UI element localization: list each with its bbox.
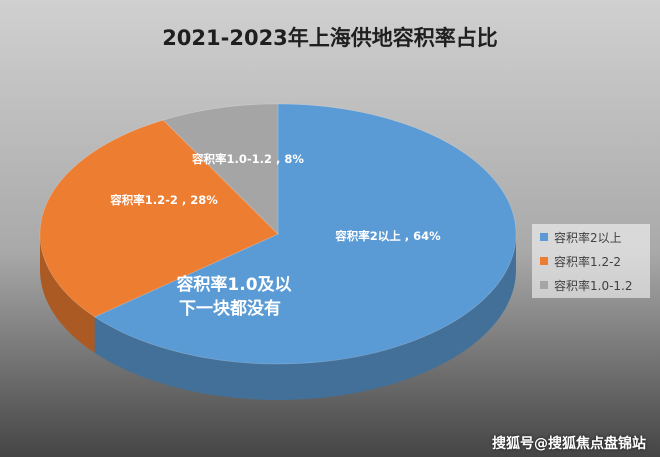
legend-item-3: 容积率1.0-1.2 xyxy=(540,274,650,296)
data-label-1: 容积率2以上 , 64% xyxy=(334,229,441,243)
pie-slice-side-1 xyxy=(94,234,516,401)
annotation-line-2: 下一块都没有 xyxy=(179,298,281,319)
annotation-line-1: 容积率1.0及以 xyxy=(176,274,291,295)
pie-slice-1 xyxy=(93,103,517,365)
watermark: 搜狐号@搜狐焦点盘锦站 xyxy=(492,436,646,452)
legend-item-2: 容积率1.2-2 xyxy=(540,250,650,272)
chart-title: 2021-2023年上海供地容积率占比 xyxy=(162,26,498,50)
legend-item-1: 容积率2以上 xyxy=(540,226,650,248)
pie-slice-side-2 xyxy=(40,234,95,353)
legend-swatch-2 xyxy=(540,257,548,265)
legend-swatch-1 xyxy=(540,233,548,241)
pie-slice-2 xyxy=(39,119,279,318)
legend: 容积率2以上 容积率1.2-2 容积率1.0-1.2 xyxy=(532,224,650,298)
legend-label-3: 容积率1.0-1.2 xyxy=(554,278,633,293)
data-label-2: 容积率1.2-2 , 28% xyxy=(109,193,218,207)
legend-label-1: 容积率2以上 xyxy=(554,230,622,245)
legend-label-2: 容积率1.2-2 xyxy=(554,254,622,269)
legend-swatch-3 xyxy=(540,281,548,289)
pie-slice-3 xyxy=(162,103,279,235)
data-label-3: 容积率1.0-1.2 , 8% xyxy=(191,152,304,166)
